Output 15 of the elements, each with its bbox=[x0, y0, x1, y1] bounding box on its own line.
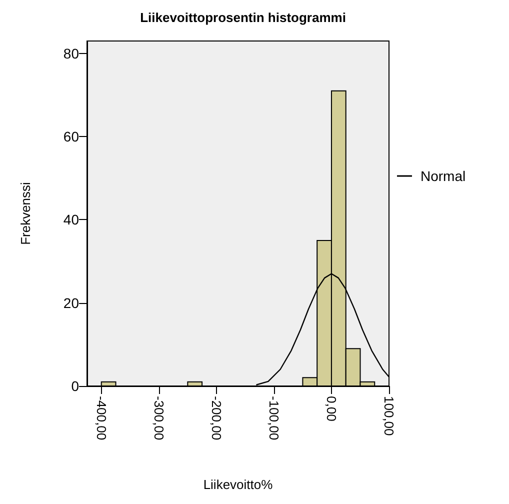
x-axis-title: Liikevoitto% bbox=[203, 477, 274, 492]
y-tick-label: 40 bbox=[63, 212, 80, 228]
x-tick-label: -300,00 bbox=[151, 396, 166, 440]
x-tick-label: -100,00 bbox=[266, 396, 282, 440]
y-axis-title: Frekvenssi bbox=[18, 182, 33, 245]
y-tick-label: 0 bbox=[71, 378, 80, 394]
x-tick-label: -400,00 bbox=[94, 396, 109, 440]
x-tick-label: 0,00 bbox=[324, 396, 339, 422]
y-tick-label: 80 bbox=[63, 45, 80, 62]
legend-label: Normal bbox=[420, 168, 466, 184]
chart-title: Liikevoittoprosentin histogrammi bbox=[140, 10, 346, 25]
y-tick-label: 20 bbox=[63, 294, 80, 311]
x-tick-label: -200,00 bbox=[208, 396, 224, 440]
y-tick-label: 60 bbox=[63, 128, 80, 145]
x-tick-label: 100,00 bbox=[382, 396, 396, 436]
